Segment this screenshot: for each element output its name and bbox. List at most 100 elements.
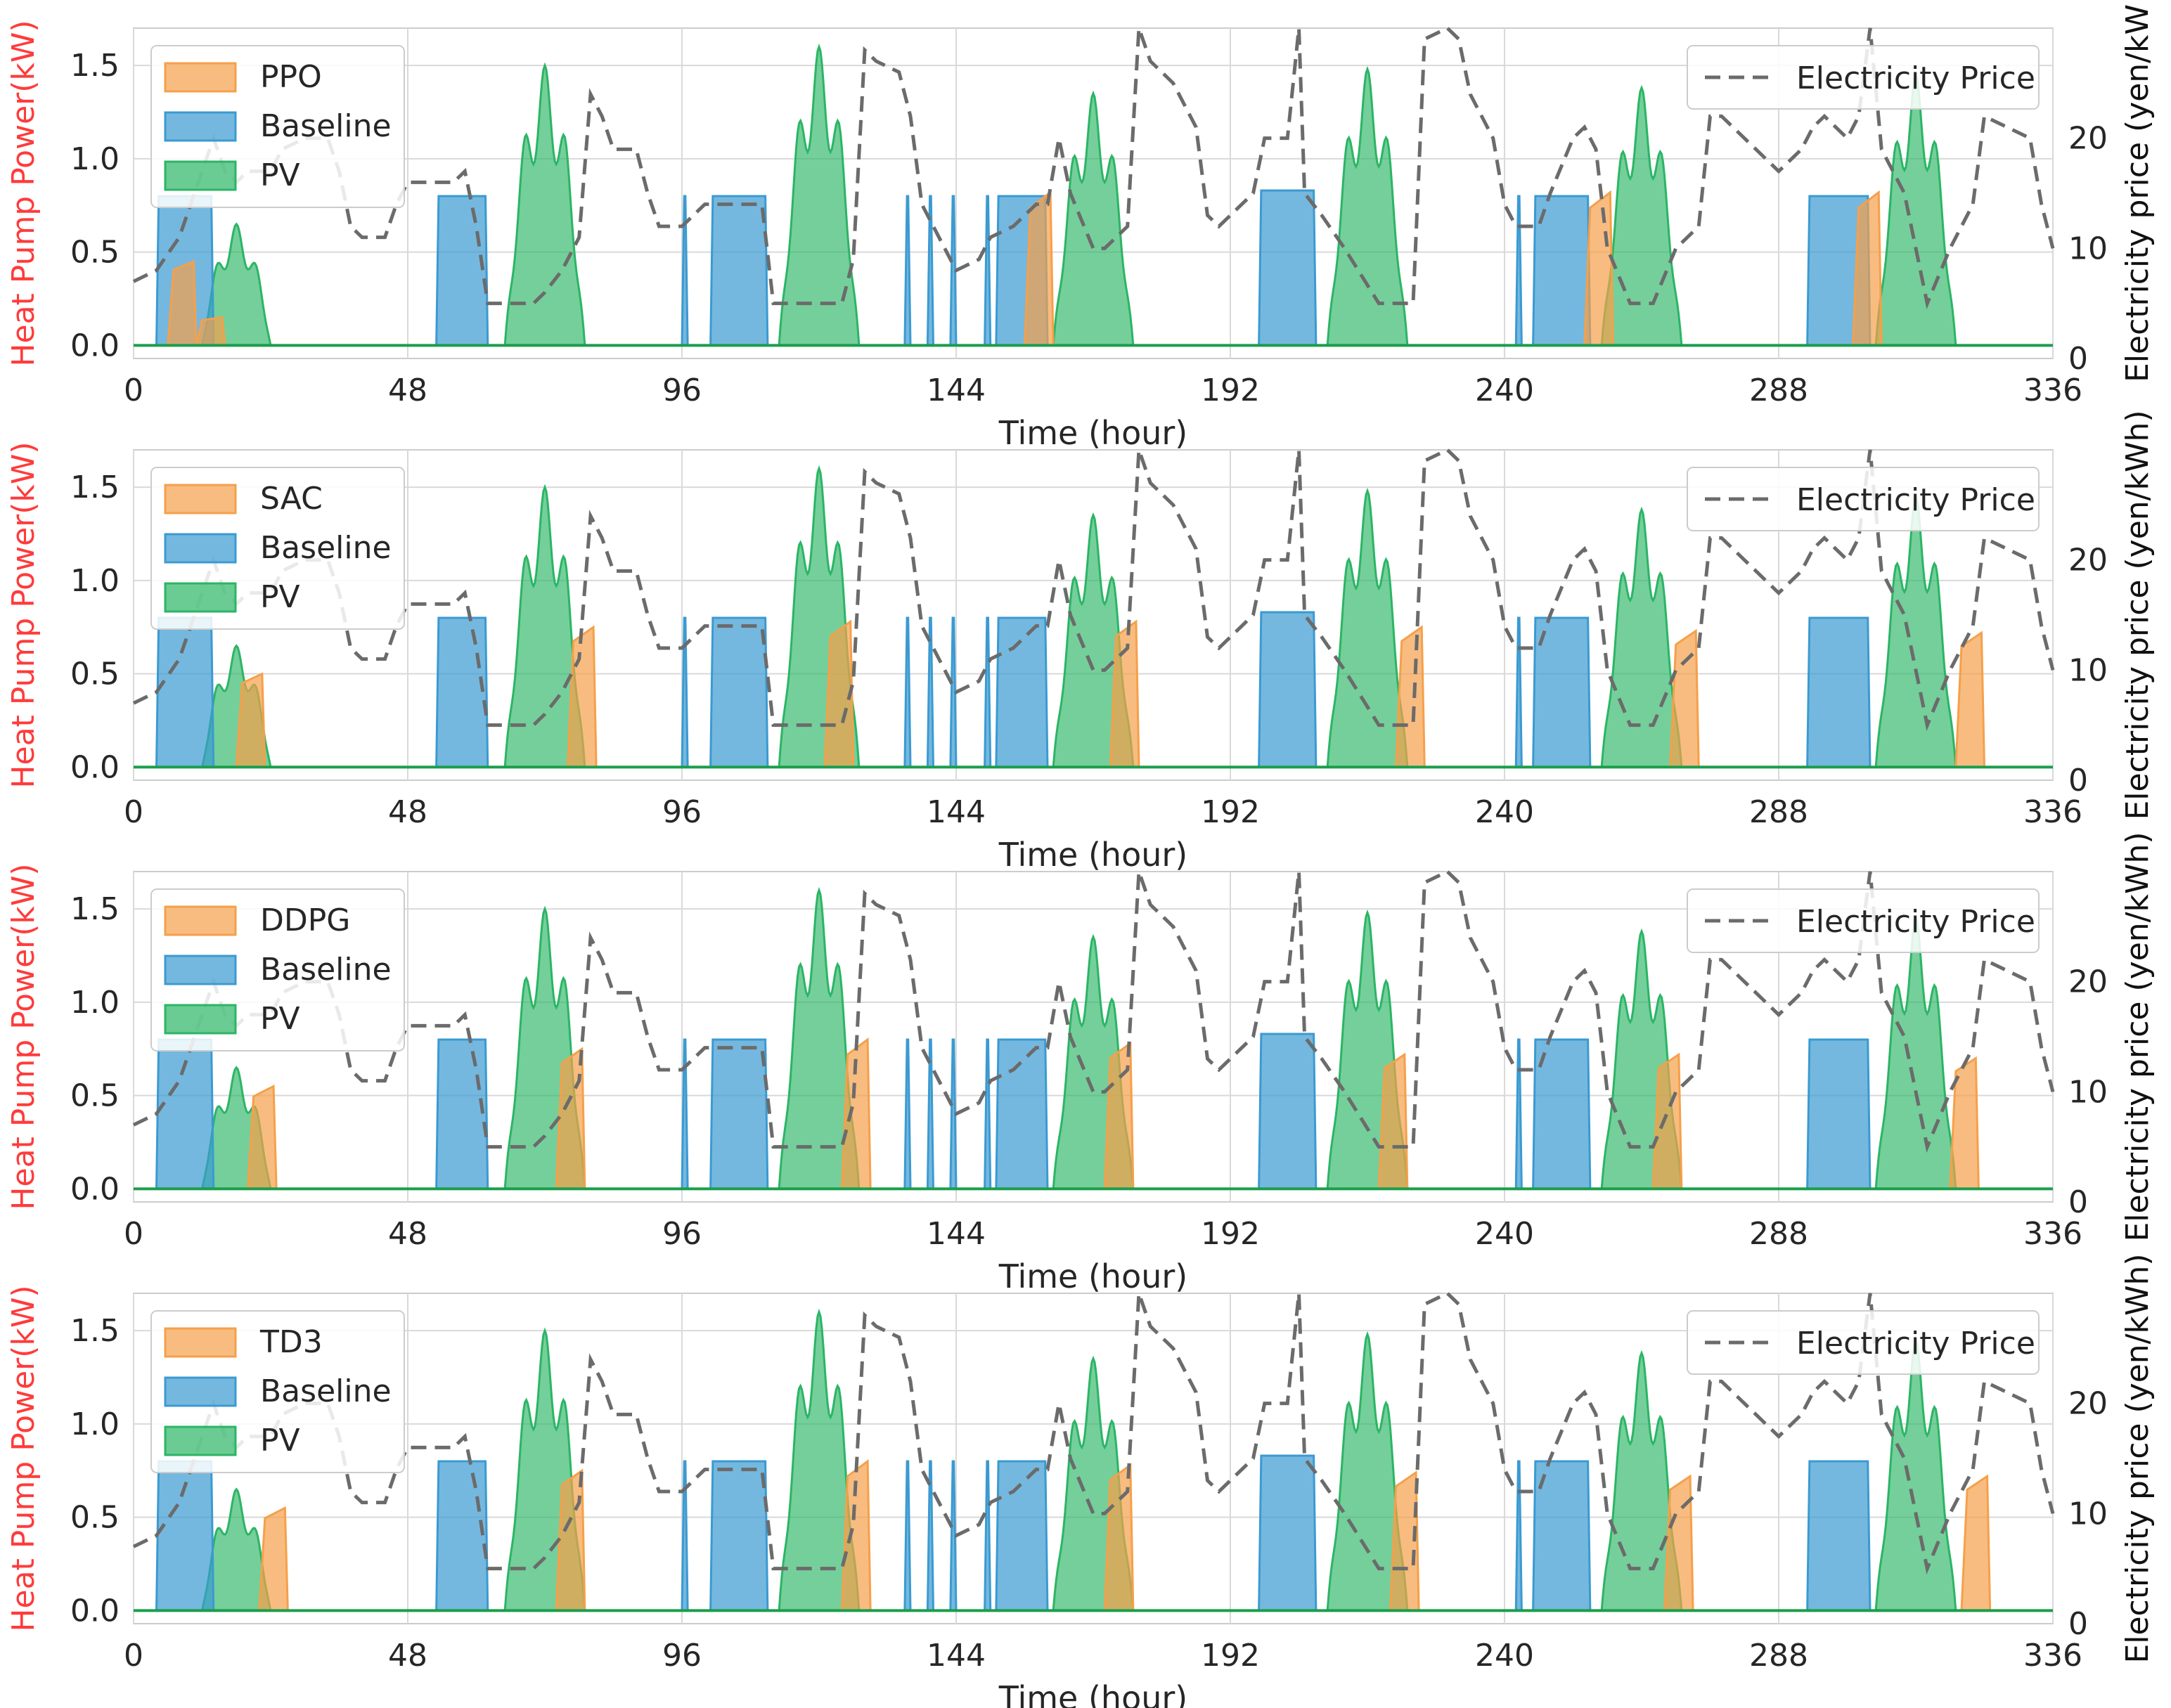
legend-right: Electricity Price (1687, 1310, 2040, 1375)
y-right-axis-label: Electricity price (yen/kWh) (2120, 832, 2156, 1241)
x-tick-label: 144 (927, 1638, 986, 1674)
legend-label: DDPG (260, 902, 350, 938)
legend-swatch (164, 1004, 237, 1035)
x-axis-label: Time (hour) (998, 1257, 1187, 1295)
baseline-area (435, 1460, 489, 1612)
legend-right: Electricity Price (1687, 45, 2040, 110)
x-tick-label: 96 (662, 373, 702, 408)
y-right-axis-label: Electricity price (yen/kWh) (2120, 1253, 2156, 1663)
x-axis-label: Time (hour) (998, 414, 1187, 452)
price-line (132, 1290, 2055, 1575)
legend-label: Baseline (260, 530, 392, 566)
y-tick-label: 1.5 (70, 470, 120, 505)
baseline-area (709, 616, 769, 768)
x-tick-label: 288 (1749, 373, 1808, 408)
baseline-area (435, 1038, 489, 1190)
x-tick-label: 96 (662, 1216, 702, 1252)
legend-label: PV (260, 157, 300, 193)
x-tick-label: 144 (927, 1216, 986, 1252)
baseline-area (709, 1038, 769, 1190)
legend-label: TD3 (259, 1324, 323, 1360)
pv-area (778, 43, 861, 347)
x-tick-label: 288 (1749, 1216, 1808, 1252)
y-right-tick-label: 10 (2068, 652, 2108, 688)
y-right-tick-label: 10 (2068, 1496, 2108, 1532)
x-tick-label: 96 (662, 794, 702, 830)
y-tick-label: 0.5 (70, 656, 120, 692)
x-tick-label: 48 (388, 1638, 427, 1674)
legend-label: Baseline (260, 1373, 392, 1409)
x-tick-label: 336 (2023, 794, 2082, 830)
y-tick-label: 1.5 (70, 48, 120, 84)
y-right-tick-label: 20 (2068, 543, 2108, 578)
legend-left: PPO Baseline PV (150, 45, 405, 208)
y-tick-label: 1.0 (70, 985, 120, 1021)
legend-label: Baseline (260, 108, 392, 144)
y-right-tick-label: 0 (2068, 341, 2088, 377)
y-right-tick-label: 20 (2068, 1386, 2108, 1422)
subplot-1: 0 48 96 144 192 240 288 336 0.0 0.5 1.0 1.5 0 10 20 Tim… (6, 4, 2156, 452)
baseline-area (1258, 1454, 1318, 1612)
legend-box (1687, 1310, 2040, 1375)
legend-label: Electricity Price (1796, 904, 2035, 940)
baseline-area (995, 1038, 1049, 1190)
y-right-tick-label: 0 (2068, 1184, 2088, 1220)
y-right-tick-label: 20 (2068, 121, 2108, 157)
pv-area (200, 222, 272, 347)
y-tick-label: 1.5 (70, 1313, 120, 1349)
x-axis-label: Time (hour) (998, 1679, 1187, 1708)
legend-swatch (164, 160, 237, 191)
pv-area (200, 1487, 272, 1612)
price-line (132, 447, 2055, 732)
y-tick-label: 0.0 (70, 749, 120, 785)
legend-left: TD3 Baseline PV (150, 1310, 405, 1473)
x-tick-label: 288 (1749, 794, 1808, 830)
legend-box (1687, 467, 2040, 531)
x-tick-label: 144 (927, 794, 986, 830)
legend-label: PPO (260, 59, 322, 95)
y-tick-label: 0.5 (70, 1500, 120, 1536)
baseline-area (1258, 1033, 1318, 1190)
subplot-2: 0 48 96 144 192 240 288 336 0.0 0.5 1.0 1.5 0 10 20 Tim… (6, 410, 2156, 874)
legend-swatch (164, 484, 237, 515)
x-tick-label: 48 (388, 373, 427, 408)
y-tick-label: 1.0 (70, 141, 120, 177)
y-tick-label: 1.0 (70, 563, 120, 599)
y-right-tick-label: 20 (2068, 964, 2108, 1000)
legend-swatch (164, 1327, 237, 1358)
legend-left: SAC Baseline PV (150, 467, 405, 630)
x-tick-label: 144 (927, 373, 986, 408)
y-right-axis-label: Electricity price (yen/kW (2120, 4, 2156, 382)
pv-area (503, 62, 586, 347)
x-tick-label: 0 (124, 1638, 143, 1674)
y-tick-label: 1.5 (70, 891, 120, 927)
y-right-tick-label: 10 (2068, 231, 2108, 266)
x-tick-label: 240 (1475, 1638, 1534, 1674)
baseline-area (1806, 616, 1872, 768)
x-tick-label: 336 (2023, 1638, 2082, 1674)
baseline-area (435, 195, 489, 347)
y-axis-label: Heat Pump Power(kW) (6, 20, 41, 366)
legend-label: Electricity Price (1796, 60, 2035, 96)
legend-swatch (164, 533, 237, 564)
x-tick-label: 240 (1475, 794, 1534, 830)
y-tick-label: 0.5 (70, 235, 120, 271)
legend-swatch (164, 955, 237, 985)
legend-right: Electricity Price (1687, 467, 2040, 531)
x-tick-label: 192 (1201, 373, 1260, 408)
x-tick-label: 192 (1201, 1216, 1260, 1252)
baseline-area (709, 195, 769, 347)
x-tick-label: 0 (124, 1216, 143, 1252)
x-tick-label: 96 (662, 1638, 702, 1674)
legend-label: PV (260, 579, 300, 615)
subplot-4: 0 48 96 144 192 240 288 336 0.0 0.5 1.0 1.5 0 10 20 Tim… (6, 1253, 2156, 1708)
y-right-axis-label: Electricity price (yen/kWh) (2120, 410, 2156, 820)
legend-box (1687, 45, 2040, 110)
x-tick-label: 240 (1475, 373, 1534, 408)
legend-label: SAC (260, 481, 323, 517)
legend-left: DDPG Baseline PV (150, 888, 405, 1052)
y-right-tick-label: 10 (2068, 1074, 2108, 1110)
x-tick-label: 240 (1475, 1216, 1534, 1252)
x-axis-label: Time (hour) (998, 836, 1187, 874)
baseline-area (995, 1460, 1049, 1612)
